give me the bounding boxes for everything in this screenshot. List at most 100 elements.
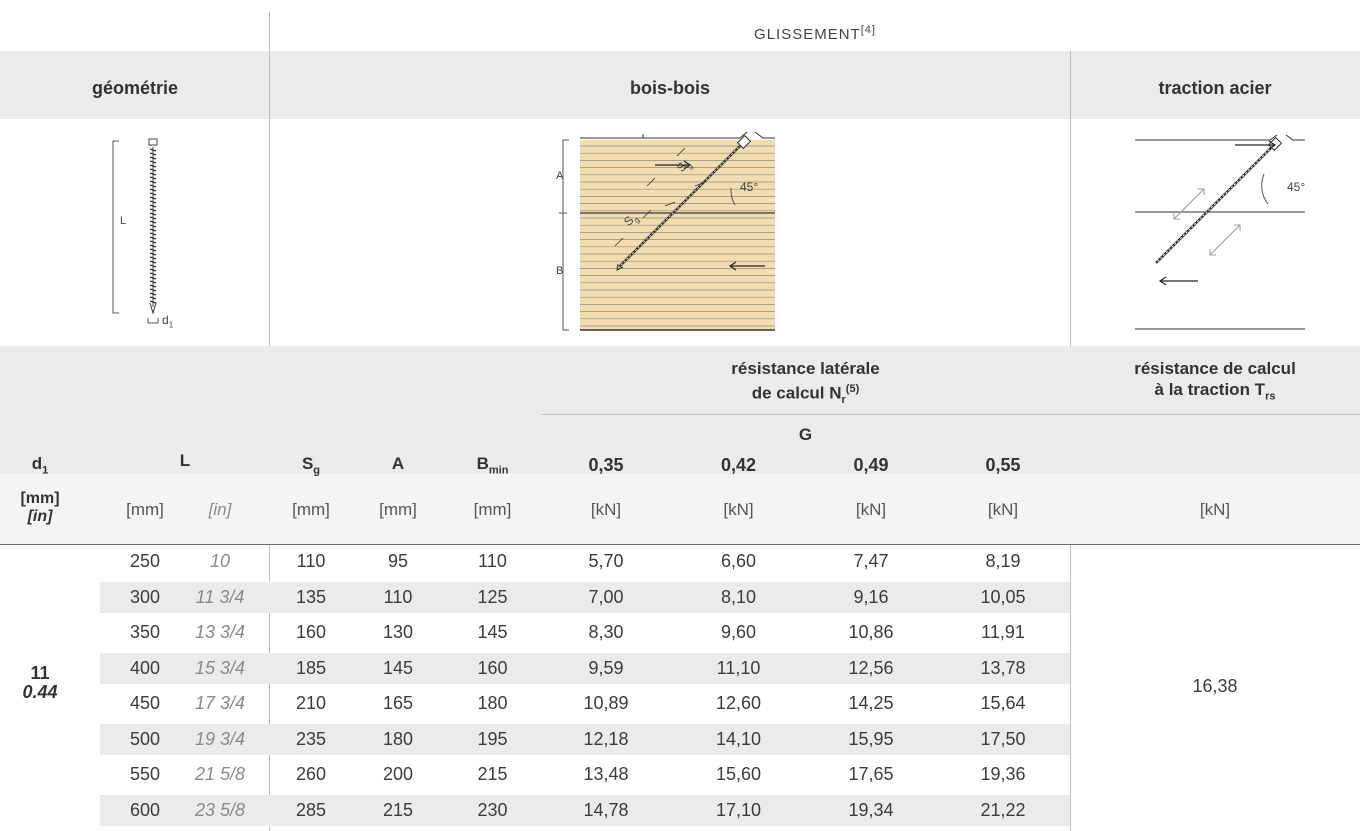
lateral-sub: r (841, 394, 846, 407)
unit-header-band (0, 474, 1360, 544)
cell-bmin: 110 (478, 551, 507, 571)
cell-bmin: 160 (477, 657, 508, 678)
cell-l-mm: 300 (129, 586, 161, 607)
wood-wood-header: bois-bois (630, 78, 710, 98)
wood-B-label: B (556, 265, 564, 277)
cell-v1: 14,78 (583, 799, 629, 820)
geometry-header: géométrie (91, 78, 179, 98)
cell-v2: 12,60 (715, 693, 762, 713)
lateral-line2: de calcul Nr(5) (541, 379, 1070, 411)
cell-v1: 9,59 (588, 657, 624, 678)
cell-v4: 21,22 (980, 799, 1026, 820)
col-L: L (179, 451, 191, 470)
cell-v2: 6,60 (720, 551, 757, 571)
unit-kN-1: [kN] (723, 500, 754, 519)
cell-v2: 9,60 (720, 622, 757, 642)
row-shade (100, 581, 1070, 613)
col-Bmin: Bmin (444, 454, 541, 476)
cell-l-mm: 450 (129, 693, 161, 713)
cell-a: 95 (387, 551, 409, 571)
d1-value-mm: 11 (30, 663, 50, 683)
d1-value-in: 0.44 (22, 682, 58, 702)
wood-angle-label: 45° (740, 180, 759, 194)
cell-v3: 17,65 (848, 764, 894, 784)
column-header-band (0, 346, 1360, 474)
unit-L-mm: [mm] (126, 500, 164, 519)
traction-resistance-header: résistance de calcul à la traction Trs (1070, 358, 1360, 407)
cell-v4: 10,05 (980, 586, 1026, 607)
col-A: A (391, 454, 405, 473)
cell-v3: 14,25 (848, 693, 894, 713)
cell-bmin: 145 (477, 622, 508, 642)
lateral-line2-text: de calcul N (751, 383, 842, 403)
steel-traction-header: traction acier (1158, 78, 1272, 98)
header-bottom-rule (0, 544, 1360, 545)
cell-sg: 185 (295, 657, 327, 678)
unit-A: [mm] (379, 500, 417, 519)
cell-l-mm: 550 (129, 764, 161, 784)
col-Bmin-text: B (476, 454, 489, 473)
cell-l-in: 13 3/4 (194, 622, 246, 642)
cell-l-in: 17 3/4 (194, 693, 246, 713)
lateral-resistance-header: résistance latérale de calcul Nr(5) (541, 358, 1070, 411)
cell-bmin: 195 (477, 728, 508, 749)
cell-v4: 11,91 (981, 622, 1025, 642)
cell-a: 110 (383, 586, 413, 607)
cell-l-in: 10 (209, 551, 231, 571)
col-Sg-text: S (301, 454, 314, 473)
section-note: [4] (860, 24, 876, 36)
cell-l-mm: 350 (129, 622, 161, 642)
cell-v3: 10,86 (848, 622, 894, 642)
section-title: GLISSEMENT[4] (270, 24, 1360, 43)
wood-A-label: A (556, 170, 564, 182)
unit-traction: [kN] (1199, 500, 1231, 519)
unit-Sg: [mm] (292, 500, 330, 519)
cell-bmin: 125 (477, 586, 508, 607)
cell-v1: 8,30 (588, 622, 624, 642)
col-Sg-sub: g (313, 464, 321, 477)
cell-v3: 19,34 (848, 799, 894, 820)
cell-l-mm: 500 (129, 728, 161, 749)
screw-d-sub: 1 (168, 320, 174, 330)
cell-v2: 17,10 (715, 799, 762, 820)
steel-angle-label: 45° (1287, 180, 1306, 194)
cell-l-mm: 250 (129, 551, 161, 571)
cell-v4: 8,19 (985, 551, 1021, 571)
cell-l-in: 23 5/8 (194, 799, 246, 820)
steel-traction-diagram (1135, 134, 1305, 330)
cell-a: 130 (382, 622, 414, 642)
cell-sg: 210 (295, 693, 327, 713)
cell-v3: 12,56 (848, 657, 894, 678)
cell-sg: 285 (295, 799, 327, 820)
header-band (0, 51, 1360, 119)
col-d1-sub: 1 (42, 464, 49, 477)
section-title-text: GLISSEMENT (754, 26, 861, 43)
cell-v3: 15,95 (848, 728, 894, 749)
cell-l-in: 11 3/4 (195, 586, 245, 607)
wood-wood-diagram (559, 131, 775, 331)
screw-length-label: L (120, 215, 127, 227)
row-shade (100, 794, 1070, 826)
col-g-1: 0,42 (720, 455, 757, 475)
cell-l-mm: 400 (129, 657, 161, 678)
traction-line2: à la traction Trs (1070, 379, 1360, 407)
cell-a: 180 (382, 728, 414, 749)
cell-l-in: 15 3/4 (194, 657, 246, 678)
row-shade (100, 652, 1070, 684)
cell-sg: 160 (295, 622, 327, 642)
col-g-3: 0,55 (985, 455, 1021, 475)
traction-value: 16,38 (1192, 676, 1238, 696)
traction-line2-text: à la traction T (1154, 380, 1266, 399)
col-d1-text: d (31, 454, 43, 473)
row-shade (100, 723, 1070, 755)
cell-v3: 9,16 (853, 586, 889, 607)
cell-a: 215 (382, 799, 414, 820)
cell-sg: 235 (295, 728, 327, 749)
unit-kN-0: [kN] (590, 500, 622, 519)
cell-l-in: 19 3/4 (194, 728, 246, 749)
lateral-sup: (5) (845, 383, 860, 395)
cell-bmin: 180 (477, 693, 508, 713)
cell-v4: 13,78 (980, 657, 1026, 678)
cell-bmin: 215 (477, 764, 508, 784)
cell-sg: 260 (295, 764, 327, 784)
